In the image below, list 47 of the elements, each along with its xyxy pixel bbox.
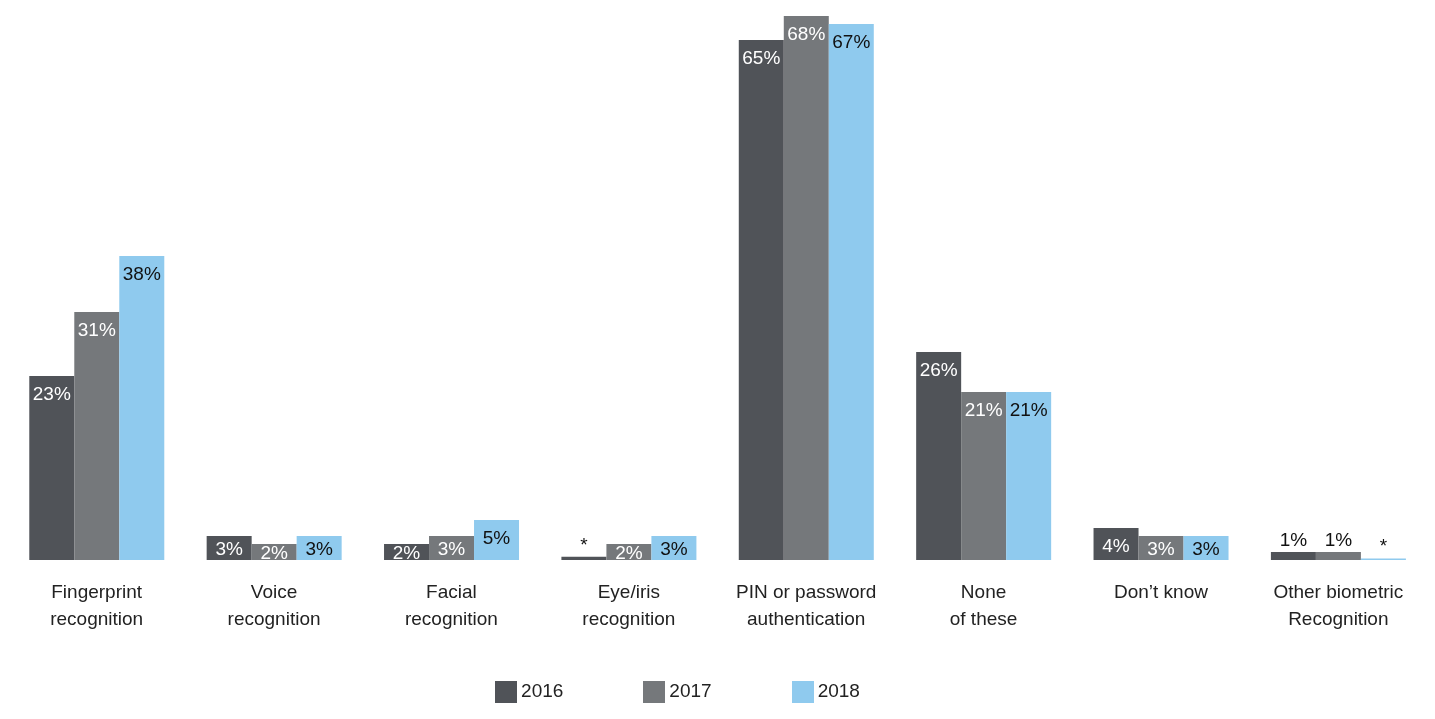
x-tick-label: Fingerprint recognition <box>50 581 144 630</box>
x-tick-label: PIN or password authentication <box>735 581 877 630</box>
data-label: 3% <box>305 538 333 560</box>
bar <box>1006 392 1052 561</box>
data-label: 2% <box>260 542 288 564</box>
data-label: 3% <box>215 538 243 560</box>
data-label: 65% <box>742 47 781 68</box>
data-label: 5% <box>482 527 511 549</box>
data-label: * <box>580 533 589 555</box>
legend-label: 2017 <box>669 680 712 702</box>
x-tick-label: Facial recognition <box>404 581 498 630</box>
bar <box>561 556 607 561</box>
legend-label: 2018 <box>817 680 860 702</box>
data-label: 3% <box>1147 538 1175 560</box>
x-tick-label: None of these <box>949 581 1018 630</box>
data-label: 3% <box>1192 538 1220 560</box>
bar <box>29 376 75 561</box>
data-label: 68% <box>787 23 826 44</box>
data-label: 2% <box>615 542 643 564</box>
x-tick-label: Don’t know <box>1113 581 1209 603</box>
data-label: 3% <box>437 538 466 560</box>
data-label: 67% <box>832 31 871 52</box>
data-label: 3% <box>660 538 688 560</box>
data-label: 38% <box>122 263 161 285</box>
data-label: 23% <box>32 383 71 405</box>
data-label: 4% <box>1102 535 1130 557</box>
data-label: 21% <box>1009 399 1048 421</box>
bar <box>738 40 784 561</box>
data-label: 1% <box>1324 529 1353 551</box>
data-label: 31% <box>77 319 116 341</box>
data-label: 26% <box>919 359 958 381</box>
x-tick-label: Voice recognition <box>227 581 321 630</box>
bar <box>828 24 874 561</box>
data-label: 21% <box>964 399 1003 421</box>
x-tick-label: Eye/iris recognition <box>582 581 676 630</box>
bar <box>74 312 120 561</box>
bar <box>783 16 829 561</box>
data-label: * <box>1379 535 1388 557</box>
bar <box>119 256 165 561</box>
bar <box>1315 552 1361 561</box>
data-label: 1% <box>1279 529 1308 551</box>
bar <box>961 392 1007 561</box>
data-label: 2% <box>392 542 421 564</box>
bar <box>916 352 962 561</box>
bar <box>1270 552 1316 561</box>
x-tick-label: Other biometric Recognition <box>1273 581 1404 630</box>
legend-label: 2016 <box>521 680 564 702</box>
